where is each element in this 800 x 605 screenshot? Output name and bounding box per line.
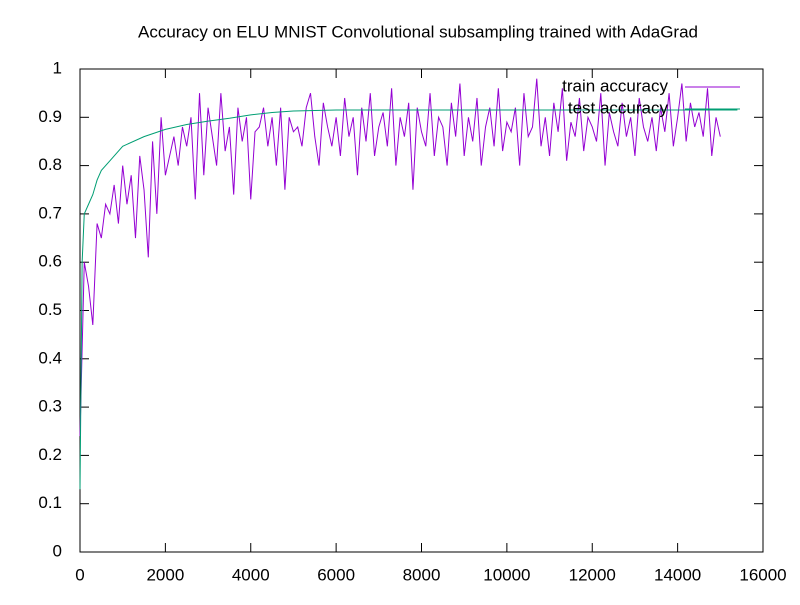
- y-tick-label: 0: [53, 541, 62, 560]
- chart-title: Accuracy on ELU MNIST Convolutional subs…: [138, 22, 698, 41]
- y-tick-label: 0.4: [38, 348, 62, 367]
- data-line: [79, 109, 738, 490]
- y-tick-label: 0.9: [38, 107, 62, 126]
- y-tick-label: 0.6: [38, 252, 62, 271]
- y-tick-label: 0.5: [38, 300, 62, 319]
- x-tick-label: 16000: [739, 565, 786, 584]
- legend-label: test accuracy: [568, 98, 669, 117]
- x-tick-label: 4000: [232, 565, 270, 584]
- x-tick-label: 12000: [569, 565, 616, 584]
- x-tick-label: 14000: [654, 565, 701, 584]
- x-tick-label: 6000: [317, 565, 355, 584]
- y-tick-label: 0.1: [38, 493, 62, 512]
- x-tick-label: 8000: [403, 565, 441, 584]
- y-tick-label: 0.3: [38, 397, 62, 416]
- y-tick-label: 1: [53, 58, 62, 77]
- y-tick-label: 0.7: [38, 203, 62, 222]
- data-line: [79, 78, 721, 437]
- x-tick-label: 2000: [146, 565, 184, 584]
- legend-label: train accuracy: [562, 76, 668, 95]
- x-tick-label: 0: [75, 565, 84, 584]
- y-tick-label: 0.2: [38, 445, 62, 464]
- y-tick-label: 0.8: [38, 155, 62, 174]
- x-tick-label: 10000: [483, 565, 530, 584]
